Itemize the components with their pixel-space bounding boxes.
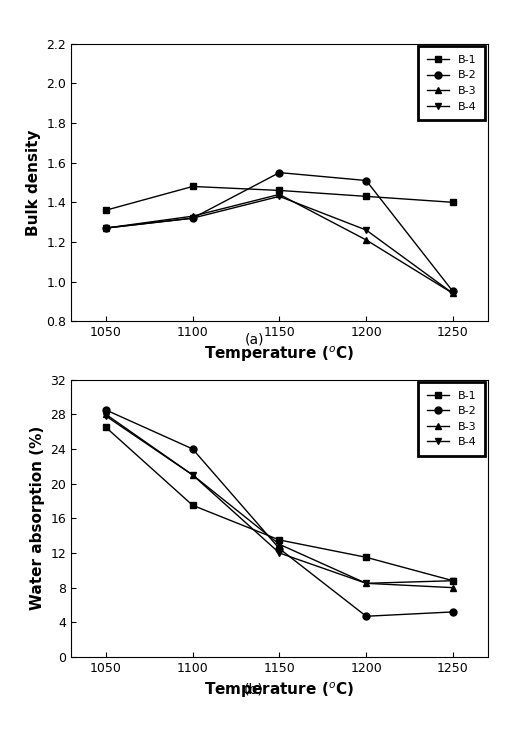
B-4 bbox=[363, 226, 369, 234]
B-1 bbox=[276, 536, 282, 545]
B-2 bbox=[363, 176, 369, 185]
B-4 bbox=[103, 223, 109, 232]
B-3 bbox=[363, 579, 369, 588]
B-1 bbox=[103, 206, 109, 215]
B-1 bbox=[189, 501, 196, 510]
B-2 bbox=[363, 612, 369, 620]
Text: (a): (a) bbox=[244, 332, 264, 347]
B-3 bbox=[103, 223, 109, 232]
B-1 bbox=[189, 182, 196, 191]
Line: B-2: B-2 bbox=[102, 407, 457, 620]
B-1 bbox=[450, 577, 456, 585]
B-3 bbox=[276, 540, 282, 549]
B-2 bbox=[103, 406, 109, 415]
B-1 bbox=[276, 186, 282, 195]
Legend: B-1, B-2, B-3, B-4: B-1, B-2, B-3, B-4 bbox=[421, 385, 482, 453]
Line: B-2: B-2 bbox=[102, 169, 457, 295]
B-4 bbox=[363, 579, 369, 588]
Text: (b): (b) bbox=[244, 683, 264, 697]
B-4 bbox=[189, 214, 196, 223]
B-1 bbox=[103, 423, 109, 431]
B-1 bbox=[363, 553, 369, 561]
B-4 bbox=[450, 577, 456, 585]
B-3 bbox=[363, 236, 369, 245]
Legend: B-1, B-2, B-3, B-4: B-1, B-2, B-3, B-4 bbox=[421, 50, 482, 117]
B-2 bbox=[276, 168, 282, 177]
Line: B-1: B-1 bbox=[102, 424, 457, 584]
B-4 bbox=[276, 549, 282, 558]
Line: B-4: B-4 bbox=[102, 412, 457, 587]
B-3 bbox=[103, 410, 109, 419]
B-2 bbox=[189, 445, 196, 453]
B-3 bbox=[189, 212, 196, 220]
X-axis label: Temperature ($^o$C): Temperature ($^o$C) bbox=[204, 680, 355, 700]
B-4 bbox=[189, 471, 196, 480]
B-3 bbox=[189, 471, 196, 480]
B-2 bbox=[189, 214, 196, 223]
Line: B-4: B-4 bbox=[102, 193, 457, 297]
B-4 bbox=[450, 289, 456, 298]
B-4 bbox=[103, 412, 109, 420]
Y-axis label: Bulk density: Bulk density bbox=[26, 129, 41, 236]
Y-axis label: Water absorption (%): Water absorption (%) bbox=[30, 426, 45, 610]
B-4 bbox=[276, 192, 282, 201]
X-axis label: Temperature ($^o$C): Temperature ($^o$C) bbox=[204, 345, 355, 364]
B-3 bbox=[450, 583, 456, 592]
Line: B-1: B-1 bbox=[102, 183, 457, 214]
B-2 bbox=[276, 545, 282, 553]
B-3 bbox=[450, 289, 456, 298]
B-1 bbox=[363, 192, 369, 201]
B-3 bbox=[276, 190, 282, 199]
B-2 bbox=[103, 223, 109, 232]
B-2 bbox=[450, 287, 456, 296]
B-2 bbox=[450, 607, 456, 616]
B-1 bbox=[450, 198, 456, 207]
Line: B-3: B-3 bbox=[102, 411, 457, 591]
Line: B-3: B-3 bbox=[102, 191, 457, 297]
